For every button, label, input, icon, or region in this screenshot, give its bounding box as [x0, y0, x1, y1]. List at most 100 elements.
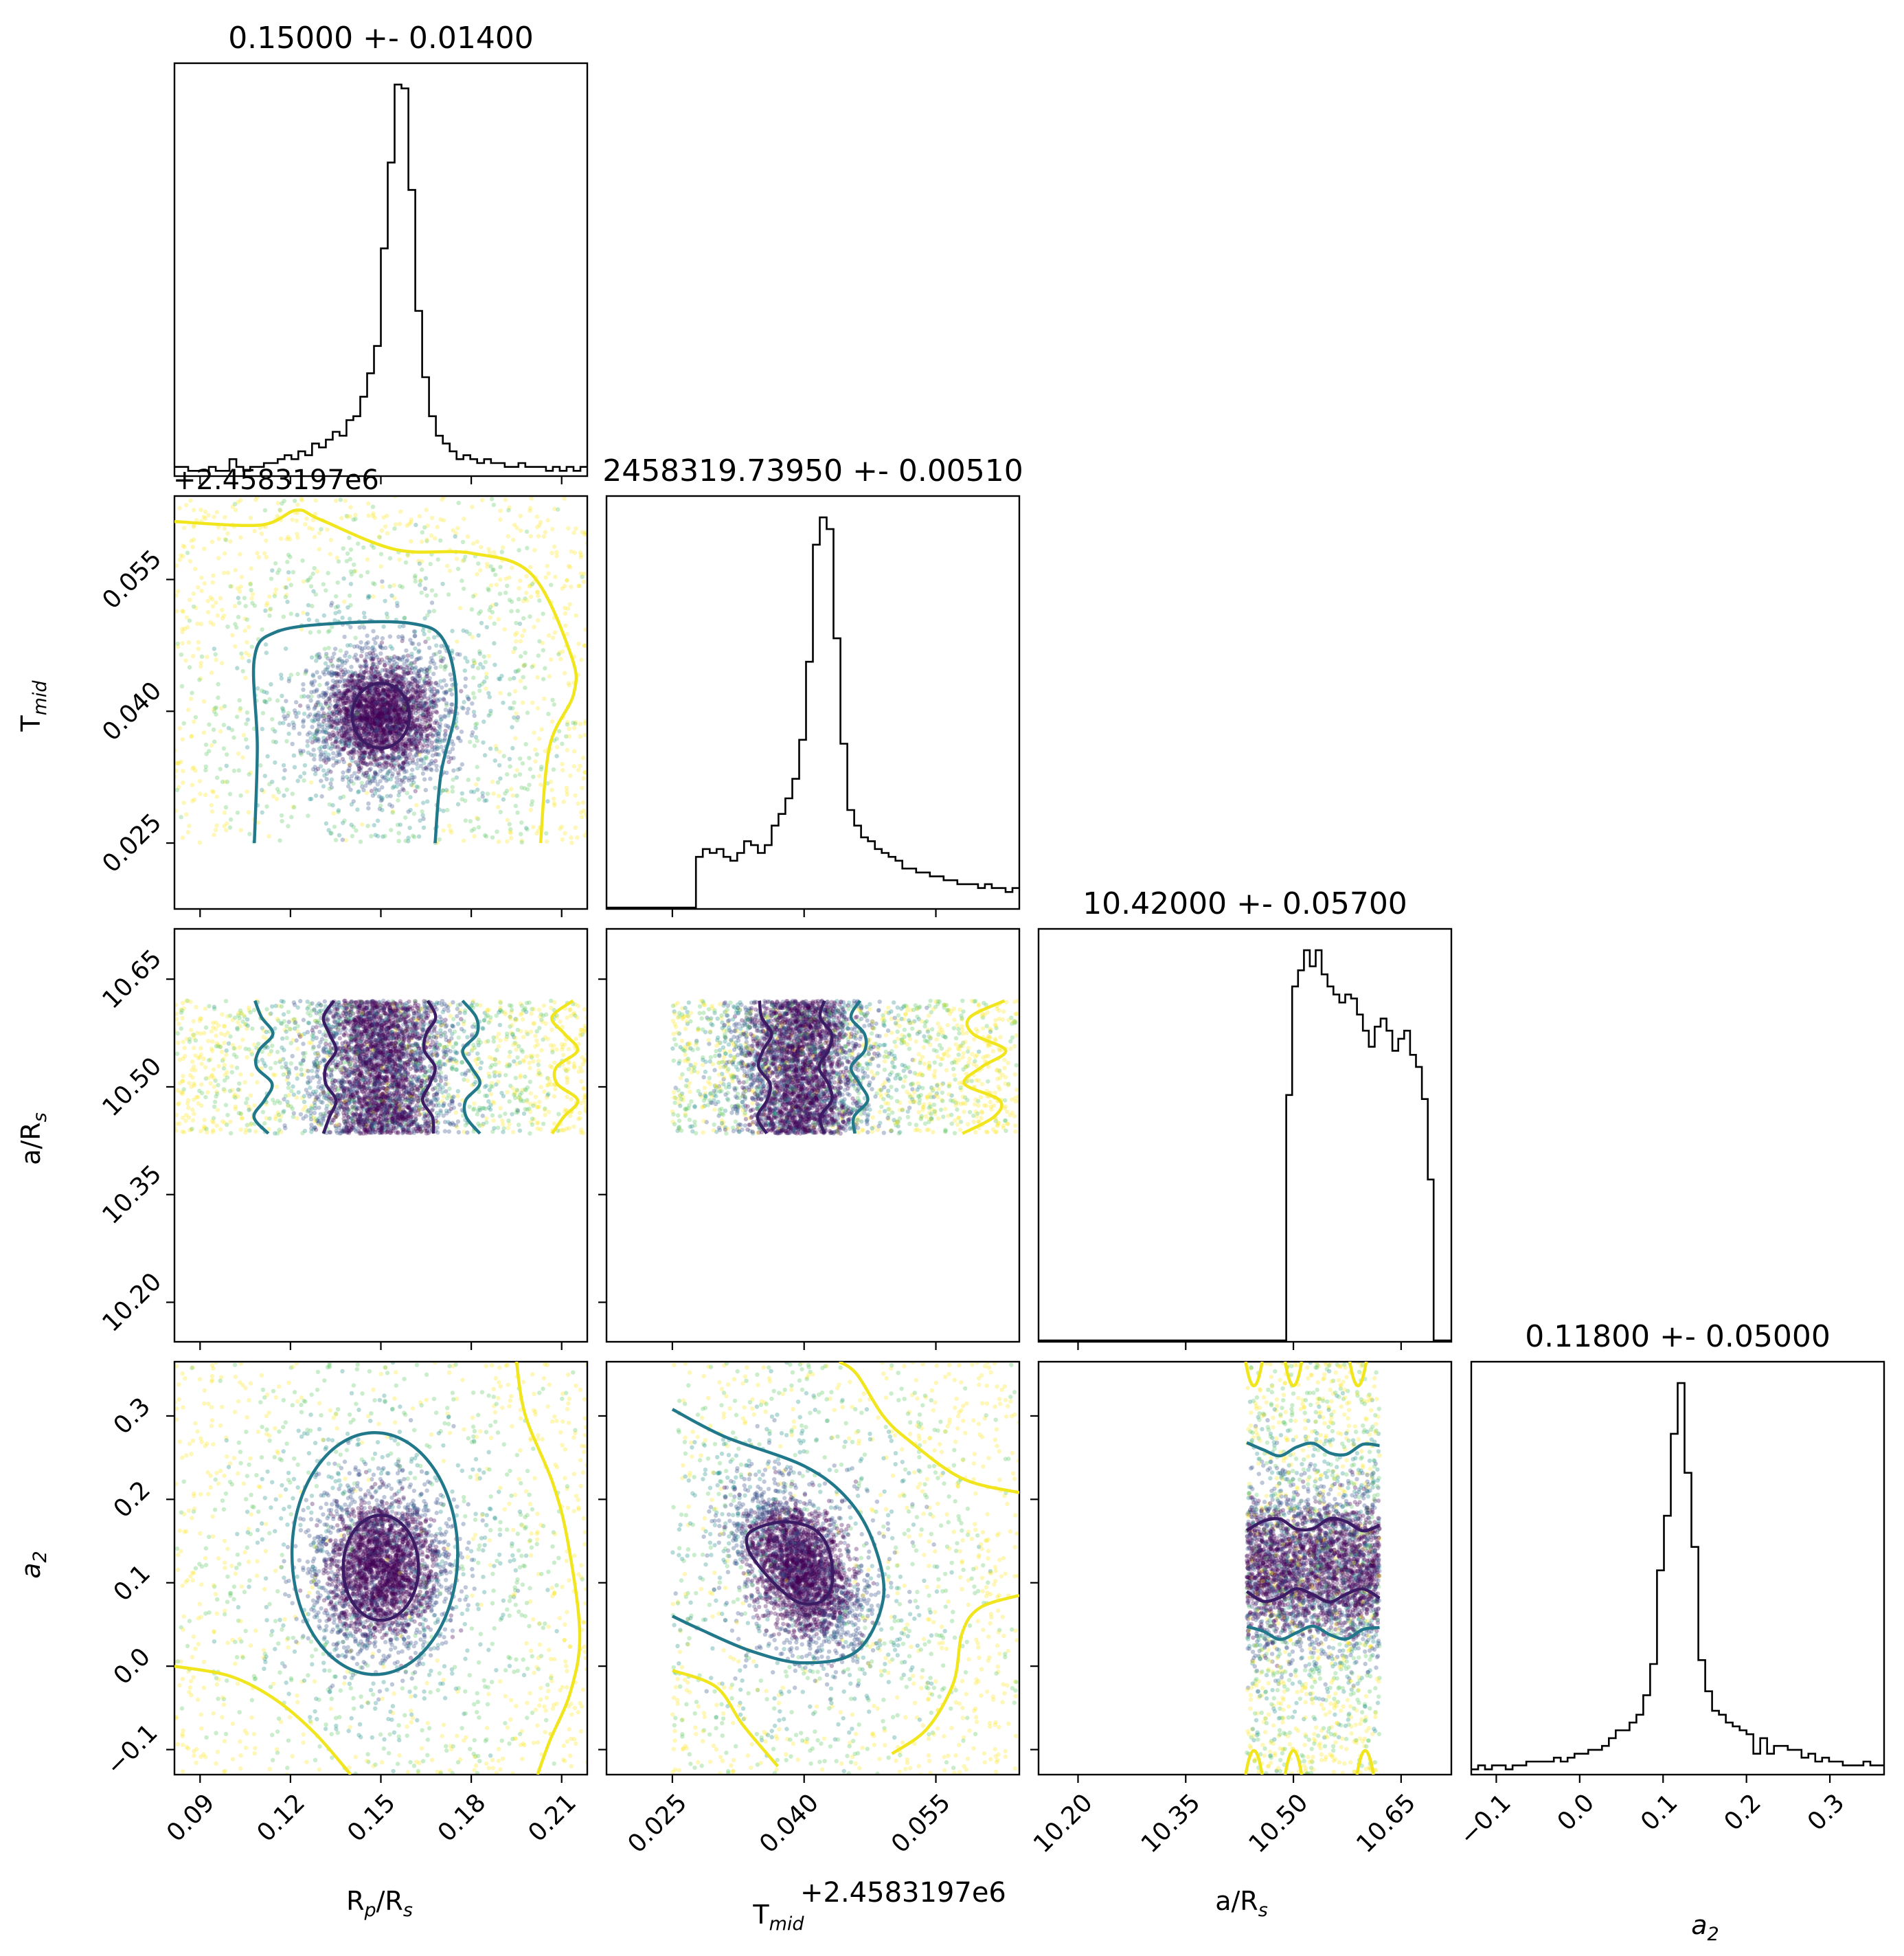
sample-point: [343, 730, 349, 736]
sample-point: [398, 717, 403, 722]
sample-point: [324, 730, 329, 735]
sample-point: [350, 671, 356, 676]
sample-point: [267, 782, 272, 787]
sample-point: [376, 688, 381, 693]
sample-point: [330, 678, 336, 684]
sample-point: [350, 673, 355, 678]
sample-point: [238, 708, 242, 713]
sample-point: [331, 763, 336, 768]
sample-point: [413, 629, 418, 634]
sample-point: [245, 717, 250, 722]
sample-point: [505, 583, 510, 588]
sample-point: [422, 679, 427, 684]
sample-point: [393, 713, 398, 718]
sample-point: [416, 703, 421, 708]
sample-point: [359, 678, 364, 683]
sample-point: [517, 621, 523, 627]
sample-point: [407, 825, 412, 831]
sample-point: [394, 776, 399, 780]
sample-point: [387, 704, 392, 709]
sample-point: [332, 824, 337, 829]
sample-point: [350, 682, 355, 687]
sample-point: [387, 709, 392, 714]
sample-point: [230, 633, 235, 638]
sample-point: [385, 754, 390, 759]
sample-point: [518, 528, 523, 533]
sample-point: [370, 701, 374, 707]
sample-point: [198, 676, 203, 681]
sample-point: [181, 526, 187, 530]
sample-point: [390, 726, 396, 732]
sample-point: [376, 693, 382, 698]
sample-point: [248, 515, 253, 521]
sample-point: [373, 721, 378, 726]
sample-point: [411, 716, 416, 721]
sample-point: [365, 712, 370, 718]
sample-point: [424, 680, 429, 685]
sample-point: [306, 704, 310, 709]
sample-point: [305, 743, 310, 748]
sample-point: [306, 813, 310, 818]
sample-point: [338, 796, 343, 800]
sample-point: [345, 728, 351, 734]
sample-point: [341, 794, 346, 799]
sample-point: [420, 712, 425, 718]
sample-point: [286, 731, 291, 737]
sample-point: [242, 596, 247, 600]
sample-point: [290, 741, 295, 747]
sample-point: [373, 715, 378, 720]
sample-point: [382, 728, 387, 734]
sample-point: [371, 511, 376, 516]
sample-point: [396, 749, 401, 754]
sample-point: [444, 664, 449, 668]
sample-point: [445, 563, 450, 568]
sample-point: [396, 693, 401, 698]
sample-point: [347, 737, 352, 743]
sample-point: [535, 590, 540, 595]
sample-point: [356, 757, 362, 763]
sample-point: [343, 700, 348, 706]
sample-point: [395, 734, 400, 739]
sample-point: [364, 715, 369, 719]
sample-point: [460, 762, 464, 767]
sample-point: [409, 662, 414, 666]
sample-point: [506, 534, 510, 539]
sample-point: [422, 739, 427, 743]
sample-point: [346, 736, 351, 741]
sample-point: [394, 721, 398, 726]
sample-point: [406, 835, 411, 840]
sample-point: [389, 730, 394, 734]
sample-point: [392, 756, 397, 761]
sample-point: [559, 824, 564, 829]
sample-point: [379, 725, 384, 730]
sample-point: [369, 656, 374, 661]
sample-point: [413, 708, 418, 712]
sample-point: [344, 723, 350, 728]
sample-point: [422, 678, 427, 683]
sample-point: [396, 665, 400, 670]
sample-point: [398, 682, 403, 686]
sample-point: [375, 726, 380, 731]
sample-point: [181, 721, 186, 726]
sample-point: [409, 783, 414, 787]
sample-point: [367, 700, 373, 705]
sample-point: [350, 678, 355, 684]
sample-point: [473, 782, 479, 787]
sample-point: [361, 726, 365, 730]
sample-point: [416, 694, 420, 699]
sample-point: [379, 714, 385, 719]
sample-point: [395, 678, 400, 683]
sample-point: [231, 768, 237, 774]
sample-point: [182, 544, 187, 550]
sample-point: [202, 581, 207, 586]
sample-point: [514, 794, 519, 798]
sample-point: [437, 724, 442, 729]
sample-point: [550, 636, 556, 640]
sample-point: [343, 741, 348, 746]
sample-point: [510, 745, 515, 751]
sample-point: [342, 693, 347, 697]
sample-point: [408, 747, 413, 752]
sample-point: [383, 708, 388, 712]
sample-point: [391, 724, 396, 729]
sample-point: [341, 693, 346, 698]
